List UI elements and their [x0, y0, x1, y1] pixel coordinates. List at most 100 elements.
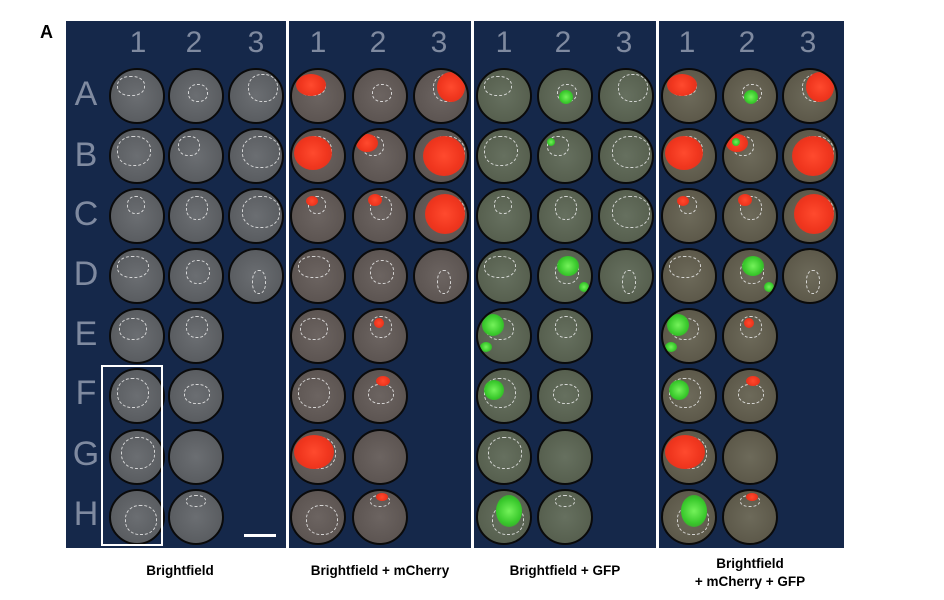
- cell-outline: [555, 495, 575, 507]
- well-image: [352, 68, 408, 124]
- well-image: [109, 68, 165, 124]
- well-image: [537, 429, 593, 485]
- well-image: [722, 188, 778, 244]
- cell-outline: [370, 260, 394, 284]
- panel-divider: [656, 21, 659, 548]
- gfp-signal: [742, 256, 764, 276]
- cell-outline: [612, 196, 650, 228]
- well-image: [537, 368, 593, 424]
- gfp-signal: [744, 90, 758, 104]
- well-image: [782, 248, 838, 304]
- well-image: [168, 308, 224, 364]
- cell-outline: [484, 136, 518, 166]
- well-image: [109, 128, 165, 184]
- well-image: [476, 128, 532, 184]
- row-label-f: F: [75, 374, 97, 412]
- well-image: [722, 308, 778, 364]
- well-image: [413, 248, 469, 304]
- cell-outline: [186, 196, 208, 220]
- cell-outline: [618, 74, 648, 102]
- col-label-2: 2: [554, 26, 572, 59]
- row-label-c: C: [73, 195, 99, 233]
- caption-brightfield-mcherry-gfp: Brightfield + mCherry + GFP: [660, 555, 840, 591]
- cell-outline: [370, 316, 392, 338]
- cell-outline: [117, 256, 149, 278]
- highlight-box: [101, 365, 163, 546]
- cell-outline: [186, 495, 206, 507]
- cell-outline: [188, 84, 208, 102]
- caption-brightfield: Brightfield: [146, 563, 214, 578]
- mcherry-signal: [294, 435, 334, 469]
- row-label-d: D: [73, 255, 99, 293]
- cell-outline: [242, 136, 280, 168]
- cell-outline: [248, 74, 278, 102]
- well-image: [661, 368, 717, 424]
- cell-outline: [372, 84, 392, 102]
- mcherry-signal: [356, 134, 378, 152]
- cell-outline: [555, 316, 577, 338]
- cell-outline: [488, 437, 522, 469]
- mcherry-signal: [376, 376, 390, 386]
- well-image: [782, 188, 838, 244]
- mcherry-signal: [665, 136, 703, 170]
- gfp-signal: [482, 314, 504, 336]
- mcherry-signal: [794, 194, 834, 234]
- mcherry-signal: [425, 194, 465, 234]
- mcherry-signal: [306, 196, 318, 206]
- well-image: [476, 489, 532, 545]
- well-image: [598, 248, 654, 304]
- cell-outline: [300, 318, 328, 340]
- cell-outline: [484, 76, 512, 96]
- cell-outline: [494, 196, 512, 214]
- gfp-signal: [579, 282, 589, 292]
- row-label-b: B: [74, 136, 98, 174]
- col-label-3: 3: [615, 26, 633, 59]
- cell-outline: [121, 437, 155, 469]
- cell-outline: [186, 316, 208, 338]
- mcherry-signal: [423, 136, 465, 176]
- mcherry-signal: [806, 72, 834, 102]
- well-image: [722, 68, 778, 124]
- mcherry-signal: [677, 196, 689, 206]
- col-label-1: 1: [129, 26, 147, 59]
- well-image: [661, 68, 717, 124]
- gfp-signal: [547, 138, 555, 146]
- cell-outline: [117, 378, 149, 408]
- cell-outline: [555, 196, 577, 220]
- cell-outline: [547, 136, 569, 156]
- gfp-signal: [484, 380, 504, 400]
- well-image: [476, 188, 532, 244]
- cell-outline: [117, 136, 151, 166]
- well-image: [290, 248, 346, 304]
- mcherry-signal: [738, 194, 752, 206]
- gfp-signal: [496, 495, 522, 527]
- well-image: [413, 68, 469, 124]
- well-image: [661, 188, 717, 244]
- mcherry-signal: [792, 136, 834, 176]
- well-image: [782, 68, 838, 124]
- well-image: [413, 128, 469, 184]
- well-image: [228, 128, 284, 184]
- well-image: [722, 248, 778, 304]
- row-label-e: E: [74, 315, 98, 353]
- col-label-2: 2: [369, 26, 387, 59]
- row-label-a: A: [74, 75, 98, 113]
- cell-outline: [119, 318, 147, 340]
- well-image: [352, 188, 408, 244]
- well-image: [598, 188, 654, 244]
- mcherry-signal: [667, 74, 697, 96]
- well-image: [168, 489, 224, 545]
- cell-outline: [184, 384, 210, 404]
- mcherry-signal: [746, 376, 760, 386]
- well-image: [290, 68, 346, 124]
- well-image: [352, 248, 408, 304]
- well-image: [290, 308, 346, 364]
- well-image: [537, 489, 593, 545]
- well-image: [476, 368, 532, 424]
- col-label-3: 3: [799, 26, 817, 59]
- well-image: [290, 188, 346, 244]
- mcherry-signal: [368, 194, 382, 206]
- cell-outline: [738, 384, 764, 404]
- well-image: [109, 308, 165, 364]
- well-image: [722, 489, 778, 545]
